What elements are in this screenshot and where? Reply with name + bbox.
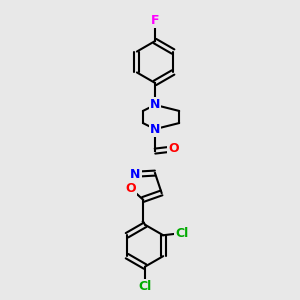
Text: F: F — [151, 14, 159, 27]
Text: N: N — [150, 98, 160, 111]
Text: Cl: Cl — [175, 226, 188, 240]
Text: O: O — [168, 142, 179, 155]
Text: O: O — [125, 182, 136, 195]
Text: N: N — [130, 168, 140, 181]
Text: N: N — [150, 123, 160, 136]
Text: Cl: Cl — [139, 280, 152, 293]
